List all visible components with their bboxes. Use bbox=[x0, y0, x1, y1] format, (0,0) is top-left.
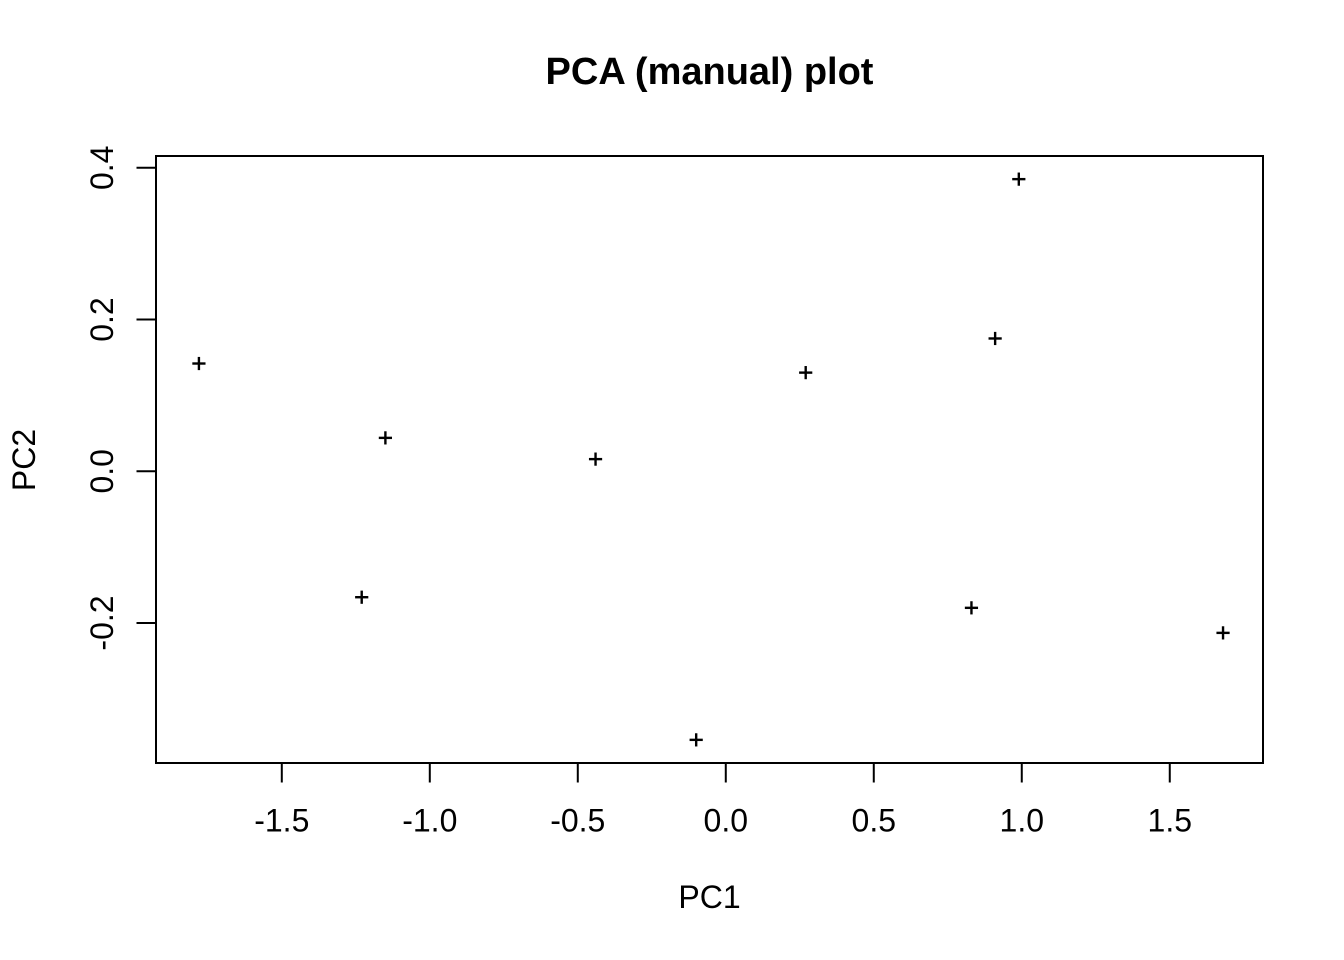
x-axis-label: PC1 bbox=[678, 879, 741, 915]
y-axis-label-wrap: PC2 bbox=[6, 156, 42, 763]
y-tick-label: 0.4 bbox=[84, 146, 120, 190]
y-axis-label: PC2 bbox=[6, 428, 42, 491]
x-tick-label: 1.0 bbox=[1000, 803, 1044, 839]
y-tick-label: -0.2 bbox=[84, 595, 120, 650]
x-tick-label: -1.5 bbox=[254, 803, 309, 839]
x-tick-label: -0.5 bbox=[550, 803, 605, 839]
plot-border bbox=[155, 155, 1264, 764]
y-tick-label: 0.0 bbox=[84, 449, 120, 493]
x-tick-label: -1.0 bbox=[402, 803, 457, 839]
x-tick-label: 1.5 bbox=[1148, 803, 1192, 839]
chart-title: PCA (manual) plot bbox=[545, 51, 874, 93]
x-tick-label: 0.5 bbox=[852, 803, 896, 839]
x-tick-label: 0.0 bbox=[704, 803, 748, 839]
y-tick-label: 0.2 bbox=[84, 297, 120, 341]
